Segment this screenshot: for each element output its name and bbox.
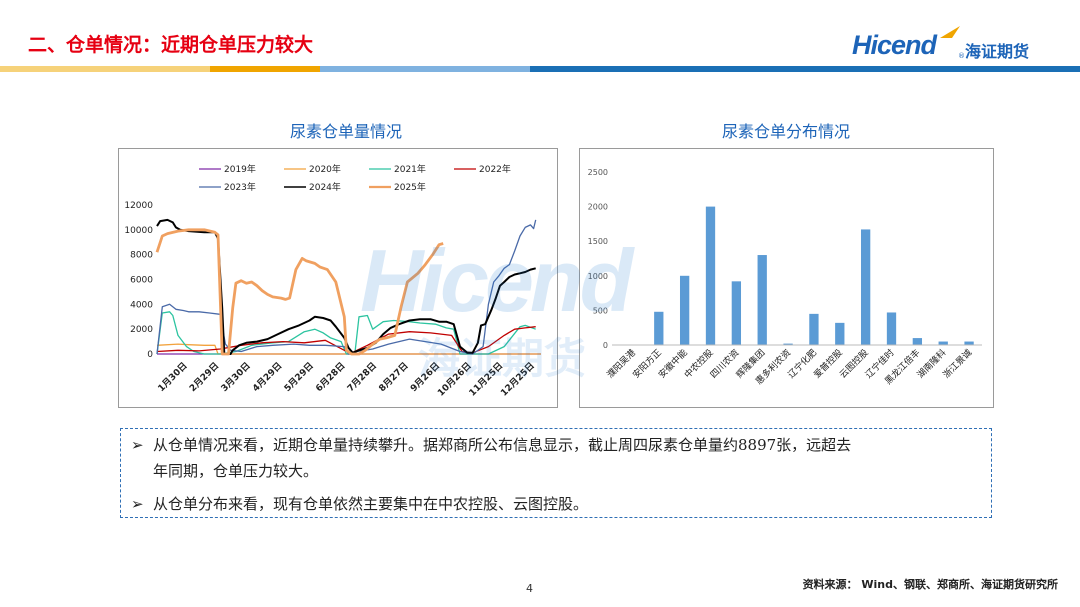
logo-chinese-name: 海证期货 (965, 42, 1030, 61)
bullet-1-text-cont: 年同期，仓单压力较大。 (153, 462, 319, 480)
x-tick-label: 6月28日 (314, 360, 348, 394)
x-tick-label: 8月27日 (377, 360, 411, 394)
bar (809, 313, 819, 345)
y-tick-label: 0 (603, 341, 608, 350)
header-stripe-yellow (210, 66, 320, 72)
legend-label: 2025年 (394, 181, 426, 193)
legend-label: 2021年 (394, 163, 426, 175)
header-stripe-yellow-light (0, 66, 210, 72)
y-tick-label: 2000 (130, 325, 153, 335)
x-tick-label: 7月28日 (345, 360, 379, 394)
y-tick-label: 0 (147, 350, 153, 360)
line-chart-svg: 0 2000 4000 6000 8000 10000 12000 1月30日2月29日3月3… (124, 163, 541, 399)
bullet-1-continued: 年同期，仓单压力较大。 (153, 458, 318, 485)
series-line-2021年 (156, 311, 536, 355)
bullet-1: ➢ 从仓单情况来看，近期仓单量持续攀升。据郑商所公布信息显示，截止周四尿素仓单量约… (131, 432, 851, 459)
x-tick-label: 3月30日 (219, 360, 253, 394)
y-tick-label: 12000 (124, 201, 153, 211)
bar (886, 312, 897, 345)
bullet-2: ➢ 从仓单分布来看，现有仓单依然主要集中在中农控股、云图控股。 (131, 491, 588, 518)
bar (938, 341, 948, 345)
logo-swoosh-icon (940, 26, 960, 38)
page-number: 4 (526, 582, 533, 595)
legend-label: 2024年 (309, 181, 341, 193)
legend-label: 2019年 (224, 163, 256, 175)
bar (757, 255, 767, 345)
bullet-2-text: 从仓单分布来看，现有仓单依然主要集中在中农控股、云图控股。 (153, 495, 589, 513)
page-title: 二、仓单情况：近期仓单压力较大 (28, 34, 314, 56)
logo-registered-mark: ® (958, 52, 965, 60)
series-line-2025年 (155, 228, 444, 356)
bar (912, 338, 923, 345)
y-tick-label: 4000 (130, 300, 153, 310)
y-tick-label: 8000 (130, 251, 153, 261)
x-category-label: 浙江景诚 (940, 347, 974, 381)
bar-chart-svg: 05001000150020002500濮阳吴港安阳方正安徽中能中农控股四川农资… (588, 168, 982, 387)
header-stripe-blue (530, 66, 1080, 72)
series-line-2022年 (156, 326, 536, 354)
right-chart-title: 尿素仓单分布情况 (722, 122, 851, 141)
data-source: 资料来源： Wind、钢联、郑商所、海证期货研究所 (802, 578, 1058, 591)
bar (705, 206, 716, 345)
warehouse-distribution-bar-chart: 0 500 1000 1500 2000 2500 濮阳吴港 安阳方正 安徽中能 中农控股 四川农资… (579, 148, 994, 408)
arrow-bullet-icon: ➢ (131, 436, 144, 454)
y-tick-label: 2000 (588, 203, 608, 212)
series-line-2020年 (156, 343, 541, 355)
y-tick-label: 1500 (588, 237, 608, 246)
summary-box: ➢ 从仓单情况来看，近期仓单量持续攀升。据郑商所公布信息显示，截止周四尿素仓单量约… (120, 428, 992, 518)
x-tick-label: 12月25日 (499, 360, 537, 398)
legend-label: 2022年 (479, 163, 511, 175)
y-tick-label: 2500 (588, 168, 608, 177)
arrow-bullet-icon: ➢ (131, 495, 144, 513)
x-tick-label: 9月26日 (408, 360, 442, 394)
bar (731, 281, 742, 345)
bar (835, 322, 845, 345)
y-tick-label: 6000 (130, 276, 153, 286)
y-tick-label: 10000 (124, 226, 153, 236)
bar (679, 275, 690, 345)
bullet-1-text: 从仓单情况来看，近期仓单量持续攀升。据郑商所公布信息显示，截止周四尿素仓单量约8… (153, 436, 852, 454)
legend-label: 2023年 (224, 181, 256, 193)
company-logo: Hicend ® 海证期货 (852, 24, 1062, 68)
header-stripe-blue-light (320, 66, 530, 72)
logo-wordmark: Hicend (852, 30, 937, 60)
x-tick-label: 2月29日 (187, 360, 221, 394)
y-tick-label: 1000 (588, 272, 608, 281)
bar (654, 311, 664, 345)
bar (964, 341, 974, 345)
x-tick-label: 1月30日 (156, 360, 190, 394)
bar (783, 343, 793, 345)
legend-label: 2020年 (309, 163, 341, 175)
x-tick-label: 4月29日 (251, 360, 285, 394)
x-tick-label: 5月29日 (282, 360, 316, 394)
left-chart-title: 尿素仓单量情况 (290, 122, 403, 141)
warehouse-receipt-line-chart: 0 2000 4000 6000 8000 10000 12000 1月30日 2月29日 3月3… (118, 148, 558, 408)
y-tick-label: 500 (593, 306, 608, 315)
bar (860, 229, 871, 345)
